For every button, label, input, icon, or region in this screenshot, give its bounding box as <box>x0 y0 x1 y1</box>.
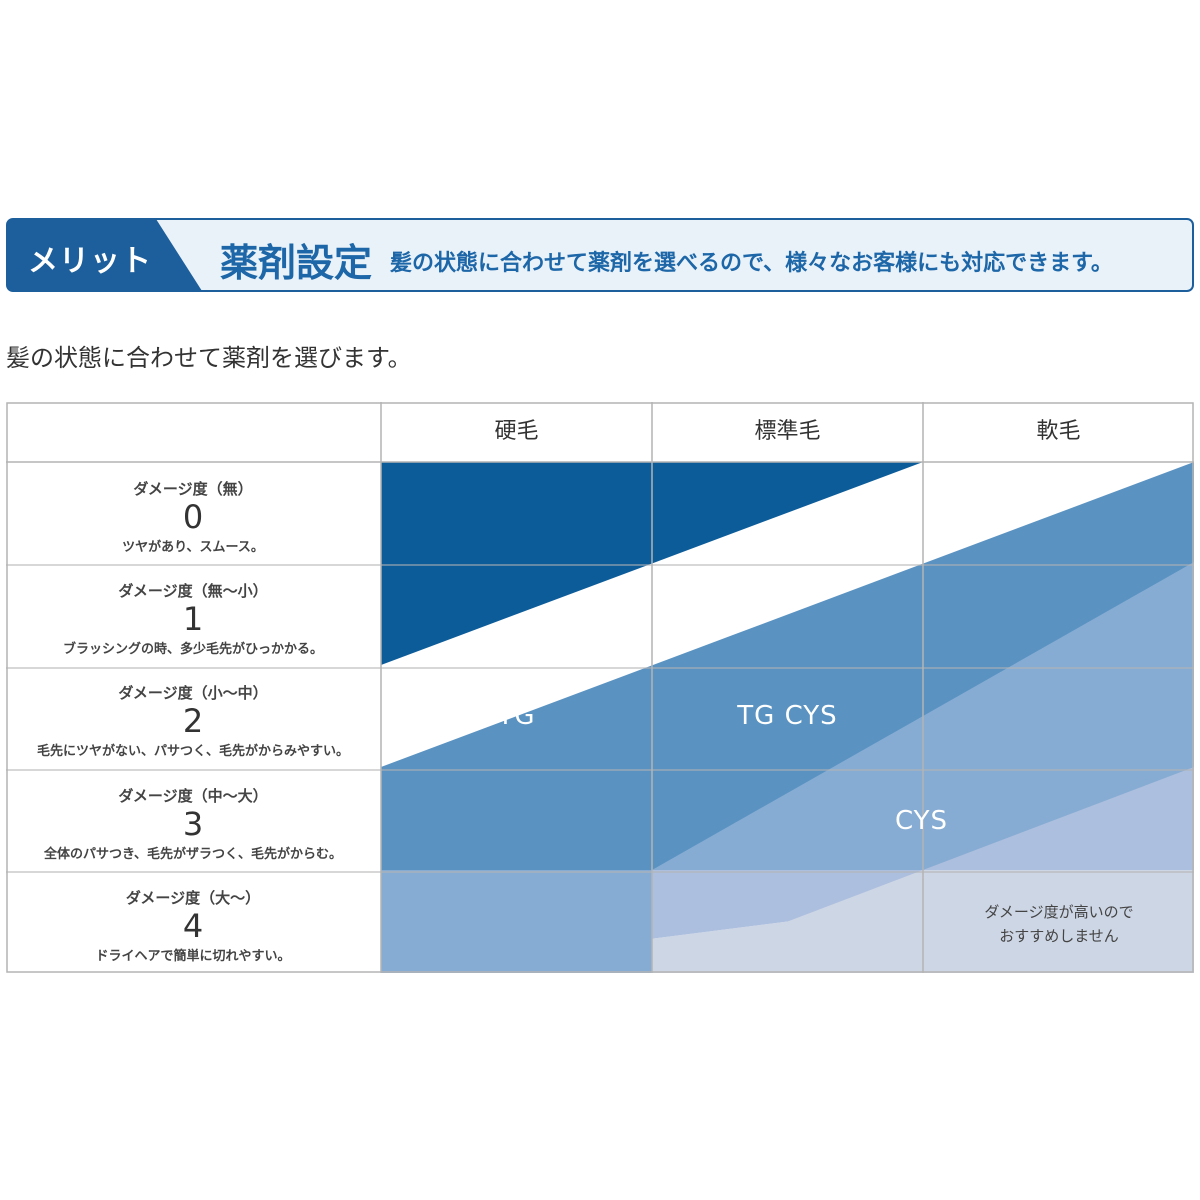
not-recommended-note: ダメージ度が高いので おすすめしません <box>924 900 1194 948</box>
damage-level-text: ダメージ度（小～中） <box>118 684 268 702</box>
damage-level-text: ダメージ度（中～大） <box>118 787 268 805</box>
banner-title: 薬剤設定 <box>220 241 373 285</box>
chemical-matrix <box>6 402 1194 973</box>
zone-label-tg-cys: TG CYS <box>737 701 838 731</box>
column-header-soft-hair: 軟毛 <box>1036 419 1081 444</box>
damage-description: ドライヘアで簡単に切れやすい。 <box>95 949 291 964</box>
merit-tag: メリット <box>28 244 152 279</box>
damage-level-number: 2 <box>182 702 204 740</box>
column-header-standard-hair: 標準毛 <box>754 419 821 444</box>
damage-description: 毛先にツヤがない、パサつく、毛先がからみやすい。 <box>36 744 349 759</box>
intro-text: 髪の状態に合わせて薬剤を選びます。 <box>6 344 412 372</box>
row-label-damage-4: ダメージ度（大～） 4 ドライヘアで簡単に切れやすい。 <box>6 887 380 964</box>
zone-label-cys: CYS <box>894 806 949 836</box>
damage-level-number: 3 <box>182 805 204 843</box>
damage-level-text: ダメージ度（大～） <box>125 889 261 907</box>
zone-mid <box>381 462 1194 870</box>
column-header-hard-hair: 硬毛 <box>494 419 539 444</box>
note-line: ダメージ度が高いので <box>984 903 1134 921</box>
damage-level-number: 1 <box>182 600 204 638</box>
row-label-damage-3: ダメージ度（中～大） 3 全体のパサつき、毛先がザラつく、毛先がからむ。 <box>6 785 380 862</box>
damage-level-number: 0 <box>182 498 204 536</box>
note-line: おすすめしません <box>999 927 1119 945</box>
zone-label-tg: TG <box>497 701 536 731</box>
banner-description: 髪の状態に合わせて薬剤を選べるので、様々なお客様にも対応できます。 <box>390 251 1113 276</box>
damage-description: ツヤがあり、スムース。 <box>122 540 264 555</box>
row-label-damage-1: ダメージ度（無～小） 1 ブラッシングの時、多少毛先がひっかかる。 <box>6 580 380 657</box>
damage-level-text: ダメージ度（無～小） <box>118 582 268 600</box>
damage-level-text: ダメージ度（無） <box>133 480 253 498</box>
row-label-damage-0: ダメージ度（無） 0 ツヤがあり、スムース。 <box>6 478 380 555</box>
damage-description: 全体のパサつき、毛先がザラつく、毛先がからむ。 <box>43 847 343 862</box>
banner-background <box>6 218 1194 292</box>
damage-description: ブラッシングの時、多少毛先がひっかかる。 <box>62 642 323 657</box>
merit-banner: メリット 薬剤設定 髪の状態に合わせて薬剤を選べるので、様々なお客様にも対応でき… <box>6 218 1194 292</box>
damage-level-number: 4 <box>182 907 204 945</box>
row-label-damage-2: ダメージ度（小～中） 2 毛先にツヤがない、パサつく、毛先がからみやすい。 <box>6 682 380 759</box>
matrix-grid <box>6 402 1194 973</box>
